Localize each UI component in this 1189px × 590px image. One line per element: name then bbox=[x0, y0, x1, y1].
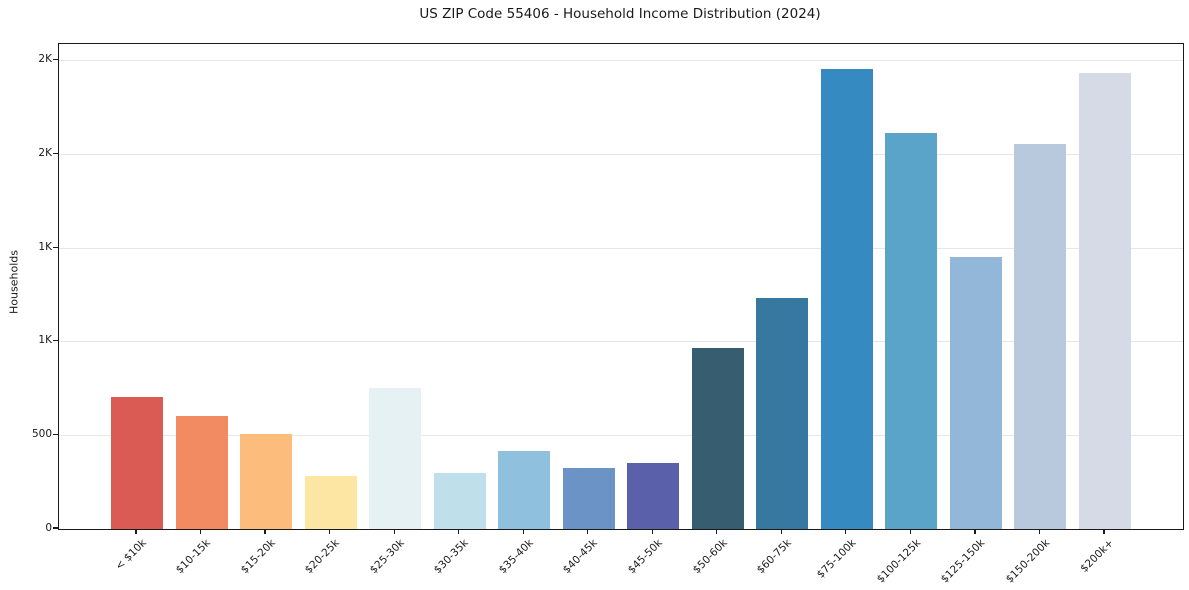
x-tick-mark bbox=[974, 529, 976, 534]
x-tick-mark bbox=[393, 529, 395, 534]
x-tick-label: $15-20k bbox=[238, 537, 278, 577]
x-tick-mark bbox=[458, 529, 460, 534]
x-tick-label: $125-150k bbox=[938, 537, 988, 586]
y-tick-label: 1K bbox=[38, 334, 52, 347]
y-tick-label: 2K bbox=[38, 146, 52, 159]
x-tick-label: $45-50k bbox=[625, 537, 665, 577]
y-tick-mark bbox=[53, 527, 58, 529]
x-tick-label: < $10k bbox=[112, 537, 149, 573]
x-tick-mark bbox=[780, 529, 782, 534]
x-tick-mark bbox=[1038, 529, 1041, 534]
x-tick-mark bbox=[264, 529, 266, 534]
bar-$35-40k bbox=[498, 451, 551, 529]
gridline bbox=[59, 60, 1183, 62]
x-tick-label: $60-75k bbox=[754, 537, 794, 577]
bar-$15-20k bbox=[240, 433, 293, 529]
gridline bbox=[59, 247, 1183, 249]
y-tick-mark bbox=[53, 433, 58, 435]
bar-$100-125k bbox=[885, 132, 938, 529]
x-tick-label: $200k+ bbox=[1078, 537, 1117, 575]
x-tick-label: $10-15k bbox=[173, 537, 214, 577]
x-tick-mark bbox=[716, 529, 718, 534]
bar-$25-30k bbox=[369, 387, 422, 529]
bar-$125-150k bbox=[949, 257, 1002, 529]
x-tick-label: $75-100k bbox=[814, 537, 859, 581]
y-tick-label: 1K bbox=[38, 240, 52, 253]
x-tick-mark bbox=[845, 529, 847, 534]
x-tick-label: $35-40k bbox=[496, 537, 536, 577]
bar-$10-15k bbox=[175, 415, 228, 529]
x-tick-label: $30-35k bbox=[432, 537, 472, 577]
x-tick-label: $150-200k bbox=[1003, 537, 1052, 586]
x-tick-label: $20-25k bbox=[302, 537, 343, 577]
x-tick-label: $100-125k bbox=[874, 537, 923, 586]
x-tick-mark bbox=[329, 529, 331, 534]
x-tick-mark bbox=[587, 529, 589, 534]
bar-< $10k bbox=[111, 396, 163, 529]
x-tick-label: $40-45k bbox=[561, 537, 601, 577]
y-axis-label: Households bbox=[7, 250, 21, 314]
x-tick-mark bbox=[522, 529, 524, 534]
y-tick-mark bbox=[53, 246, 58, 248]
x-tick-mark bbox=[199, 529, 202, 534]
bar-$150-200k bbox=[1014, 144, 1067, 529]
x-tick-mark bbox=[135, 529, 137, 534]
x-tick-label: $25-30k bbox=[367, 537, 407, 577]
bar-$50-60k bbox=[691, 348, 744, 529]
chart-title: US ZIP Code 55406 - Household Income Dis… bbox=[419, 6, 821, 22]
bar-$20-25k bbox=[304, 475, 357, 529]
bar-$45-50k bbox=[627, 463, 680, 529]
y-tick-mark bbox=[53, 340, 58, 342]
gridline bbox=[59, 434, 1183, 436]
y-tick-mark bbox=[53, 59, 58, 61]
y-tick-mark bbox=[53, 152, 58, 155]
plot-area bbox=[58, 43, 1184, 530]
y-tick-label: 0 bbox=[45, 521, 52, 534]
gridline bbox=[59, 341, 1183, 343]
x-tick-mark bbox=[909, 529, 911, 534]
bar-$30-35k bbox=[433, 472, 486, 529]
x-tick-mark bbox=[651, 529, 653, 534]
gridline bbox=[59, 153, 1183, 155]
x-tick-mark bbox=[1103, 529, 1105, 534]
y-tick-label: 500 bbox=[31, 427, 52, 440]
bar-$75-100k bbox=[820, 69, 873, 529]
x-tick-label: $50-60k bbox=[690, 537, 730, 577]
bar-$60-75k bbox=[756, 297, 809, 529]
bar-$200k+ bbox=[1079, 73, 1131, 529]
y-tick-label: 2K bbox=[38, 53, 52, 66]
bar-$40-45k bbox=[562, 468, 615, 529]
